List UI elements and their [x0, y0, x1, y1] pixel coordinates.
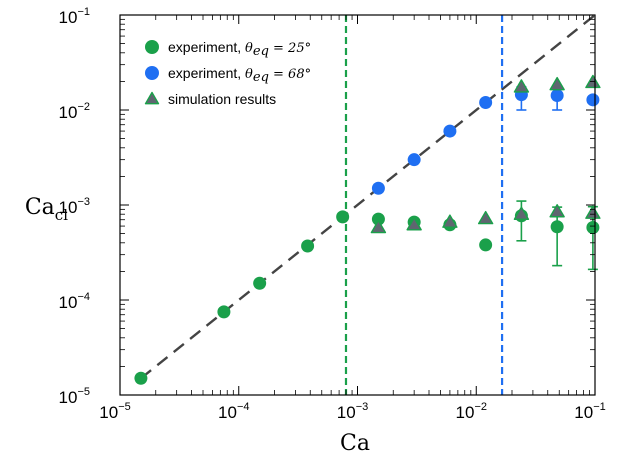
y-tick-label-0: 10−5	[59, 386, 90, 407]
data-point-s0-p8	[479, 238, 493, 252]
data-point-s0-p3	[301, 239, 315, 253]
data-point-triangle-s2-p8	[549, 76, 565, 91]
data-point-s1-p0	[371, 181, 385, 195]
legend-label-1: experiment, θeq = 68°	[168, 65, 311, 85]
data-point-triangle-s2-p7	[513, 79, 530, 93]
data-point-s0-p10	[550, 220, 564, 234]
y-tick-label-4: 10−1	[59, 6, 90, 27]
x-tick-label-2: 10−3	[337, 401, 368, 422]
data-point-triangle-s2-p3	[477, 210, 494, 225]
data-point-s1-p5	[550, 89, 564, 103]
y-tick-label-1: 10−4	[59, 291, 90, 312]
legend-label-0: experiment, θeq = 25°	[168, 39, 311, 59]
data-point-s0-p0	[134, 371, 148, 385]
data-point-s1-p6	[586, 93, 600, 107]
legend-marker-2	[144, 91, 160, 105]
x-tick-label-4: 10−1	[574, 401, 605, 422]
data-point-s0-p2	[253, 276, 267, 290]
y-tick-label-3: 10−2	[59, 101, 90, 122]
legend-marker-0	[145, 40, 159, 54]
data-point-s0-p1	[217, 305, 231, 319]
data-point-triangle-s2-p0	[370, 219, 387, 234]
x-tick-label-0: 10−5	[99, 401, 130, 422]
legend-entry-1: experiment, θeq = 68°	[145, 65, 311, 85]
reference-line-diagonal	[140, 14, 596, 380]
data-point-triangle-s2-p6	[585, 205, 601, 219]
legend-marker-1	[145, 66, 159, 80]
data-point-s0-p5	[371, 212, 385, 226]
legend: experiment, θeq = 25° experiment, θeq = 6…	[144, 39, 311, 107]
legend-entry-0: experiment, θeq = 25°	[145, 39, 311, 59]
y-tick-label-2: 10−3	[59, 196, 90, 217]
data-point-s0-p4	[336, 210, 350, 224]
data-point-triangle-s2-p1	[406, 217, 422, 231]
axes: 10−5 10−4 10−3 10−2 10−1 10−5 10−4 10−3 10−2 10−1	[59, 6, 606, 422]
data-point-s1-p2	[443, 124, 457, 138]
x-axis-title: Ca	[340, 431, 370, 456]
data-point-s1-p3	[479, 95, 493, 109]
legend-label-2: simulation results	[168, 91, 276, 107]
y-axis-title: Cacl	[25, 195, 68, 224]
data-point-s0-p11	[586, 220, 600, 234]
x-tick-label-1: 10−4	[218, 401, 249, 422]
data-point-triangle-s2-p2	[442, 214, 458, 228]
x-tick-label-3: 10−2	[456, 401, 487, 422]
plot-area	[134, 14, 601, 395]
data-point-s1-p1	[407, 153, 421, 167]
legend-entry-2: simulation results	[144, 91, 276, 107]
data-point-triangle-s2-p4	[513, 206, 530, 220]
data-point-triangle-s2-p5	[549, 204, 565, 218]
